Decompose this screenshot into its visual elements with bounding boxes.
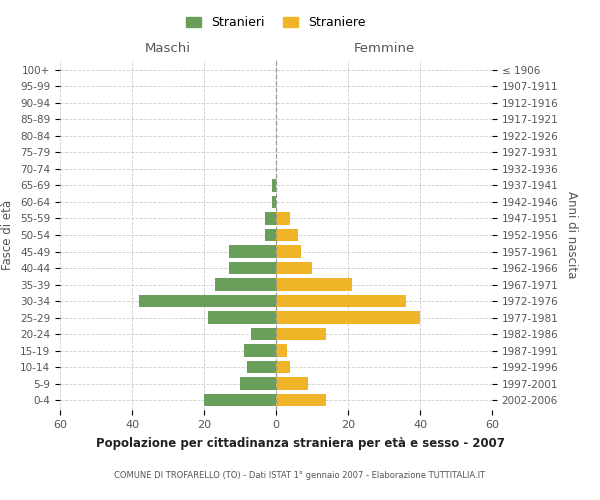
Bar [276,328,326,340]
Bar [276,262,312,274]
Bar [240,378,276,390]
Y-axis label: Anni di nascita: Anni di nascita [565,192,578,278]
Text: COMUNE DI TROFARELLO (TO) - Dati ISTAT 1° gennaio 2007 - Elaborazione TUTTITALIA: COMUNE DI TROFARELLO (TO) - Dati ISTAT 1… [115,471,485,480]
Bar [247,361,276,374]
Bar [204,394,276,406]
Bar [244,344,276,357]
Bar [276,378,308,390]
Bar [229,246,276,258]
Bar [139,295,276,307]
Y-axis label: Fasce di età: Fasce di età [1,200,14,270]
Bar [208,312,276,324]
Bar [215,278,276,290]
Bar [276,212,290,224]
Bar [276,229,298,241]
Text: Femmine: Femmine [353,42,415,55]
Text: Popolazione per cittadinanza straniera per età e sesso - 2007: Popolazione per cittadinanza straniera p… [95,437,505,450]
Bar [276,394,326,406]
Bar [276,312,420,324]
Text: Maschi: Maschi [145,42,191,55]
Legend: Stranieri, Straniere: Stranieri, Straniere [181,11,371,34]
Bar [276,344,287,357]
Bar [272,196,276,208]
Bar [265,229,276,241]
Bar [229,262,276,274]
Bar [276,246,301,258]
Bar [265,212,276,224]
Bar [276,295,406,307]
Bar [272,180,276,192]
Bar [276,278,352,290]
Bar [276,361,290,374]
Bar [251,328,276,340]
